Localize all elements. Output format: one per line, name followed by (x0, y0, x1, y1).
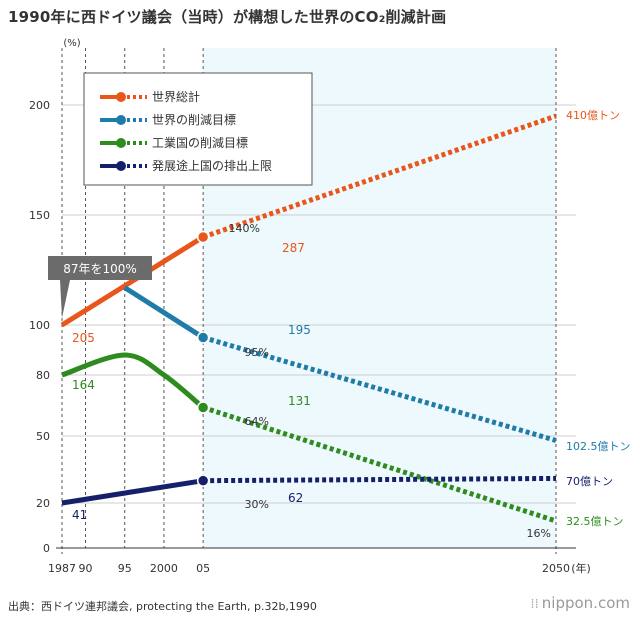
legend-label: 世界の削減目標 (152, 112, 236, 127)
series-2-actual-line (123, 285, 205, 340)
x-tick-label: 05 (196, 562, 210, 575)
y-tick-label: 20 (36, 497, 50, 510)
data-label: 287 (282, 241, 305, 255)
callout-text: 87年を100% (63, 262, 137, 276)
percent-label: 30% (245, 498, 269, 511)
y-tick-label: 100 (29, 319, 50, 332)
x-tick-label: 2050 (542, 562, 570, 575)
legend-label: 世界総計 (152, 89, 200, 104)
data-labels: 205 287 140% 410億トン 195 95% 102.5億トン 164 131 64% 3… (72, 109, 631, 540)
y-tick-label: 0 (43, 542, 50, 555)
series-1-forecast-line (202, 113, 557, 240)
callout-pointer (60, 280, 70, 318)
source-note: 出典：西ドイツ連邦議会, protecting the Earth, p.32b… (8, 600, 317, 613)
series-4-marker (196, 474, 210, 487)
brand-dots-icon: ⁞⁞ (530, 597, 539, 612)
y-axis-unit: (%) (63, 38, 80, 49)
legend-swatch-marker (116, 115, 126, 125)
data-label: 41 (72, 508, 87, 522)
x-tick-label: 90 (79, 562, 93, 575)
x-axis-unit: (年) (571, 561, 591, 575)
callout: 87年を100% (48, 256, 152, 318)
legend-swatch-marker (116, 92, 126, 102)
data-label: 131 (288, 394, 311, 408)
y-tick-label: 80 (36, 369, 50, 382)
series-4-forecast-line (203, 475, 557, 484)
percent-label: 140% (229, 222, 260, 235)
legend-label: 発展途上国の排出上限 (152, 158, 272, 173)
y-tick-label: 200 (29, 99, 50, 112)
series-3-forecast-line (202, 405, 557, 524)
percent-label: 64% (245, 415, 269, 428)
series-2-marker (196, 331, 210, 344)
final-percent-label: 16% (527, 527, 551, 540)
page-title: 1990年に西ドイツ議会（当時）が構想した世界のCO₂削減計画 (8, 8, 447, 26)
series-1-marker (196, 230, 210, 244)
brand-text: nippon.com (541, 594, 630, 612)
series-3-actual-line (61, 352, 205, 410)
brand-logo: ⁞⁞ nippon.com (531, 594, 630, 612)
percent-label: 95% (245, 346, 269, 359)
legend-label: 工業国の削減目標 (152, 135, 248, 150)
end-label: 102.5億トン (566, 440, 631, 453)
x-tick-label: 95 (118, 562, 132, 575)
series-lines (60, 113, 557, 524)
y-tick-label: 150 (29, 209, 50, 222)
series-4-actual-line (61, 478, 204, 506)
callout-box (48, 256, 152, 280)
series-3-marker (196, 401, 210, 414)
end-label: 32.5億トン (566, 515, 624, 528)
x-tick-label: 2000 (150, 562, 178, 575)
data-label: 164 (72, 378, 95, 392)
series-2-forecast-line (202, 335, 557, 443)
end-label: 410億トン (566, 109, 620, 122)
x-tick-label: 1987 (48, 562, 76, 575)
legend-swatch-marker (116, 138, 126, 148)
data-label: 195 (288, 323, 311, 337)
data-label: 62 (288, 491, 303, 505)
legend-swatch-marker (116, 161, 126, 171)
data-label: 205 (72, 331, 95, 345)
series-1-actual-line (60, 234, 205, 328)
end-label: 70億トン (566, 475, 613, 488)
y-tick-label: 50 (36, 430, 50, 443)
